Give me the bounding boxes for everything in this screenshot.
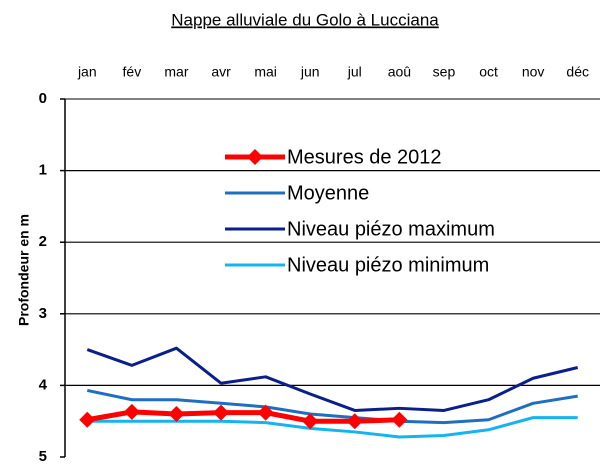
x-tick-label: oct [479,64,498,80]
x-tick-label: jan [77,64,97,80]
x-tick-label: jun [300,64,320,80]
x-tick-label: aoû [388,64,411,80]
series-line [87,416,578,439]
x-tick-label: jul [347,64,362,80]
series-line [86,346,579,412]
legend-label: Moyenne [287,182,369,204]
marker [123,403,140,420]
y-tick-label: 2 [39,233,47,250]
legend-label: Niveau piézo maximum [287,218,495,240]
legend-label: Niveau piézo minimum [287,254,489,276]
marker [168,406,185,423]
x-tick-label: avr [211,64,231,80]
legend-label: Mesures de 2012 [287,146,442,168]
y-tick-label: 1 [39,162,47,179]
series-line [86,388,578,425]
y-tick-label: 0 [39,90,47,107]
marker [346,413,363,430]
chart-title: Nappe alluviale du Golo à Lucciana [171,10,439,29]
marker [257,404,274,421]
marker [79,411,96,428]
legend-marker [247,149,263,165]
x-tick-label: mai [254,64,277,80]
x-tick-label: déc [566,64,589,80]
y-tick-label: 4 [39,376,48,393]
x-tick-label: nov [522,64,545,80]
y-tick-label: 3 [39,305,47,322]
marker [213,404,230,421]
x-tick-label: fév [123,64,142,80]
y-axis-label: Profondeur en m [16,214,32,326]
marker [302,413,319,430]
x-tick-label: sep [433,64,456,80]
y-tick-label: 5 [39,448,47,464]
marker [391,411,408,428]
x-tick-label: mar [164,64,188,80]
